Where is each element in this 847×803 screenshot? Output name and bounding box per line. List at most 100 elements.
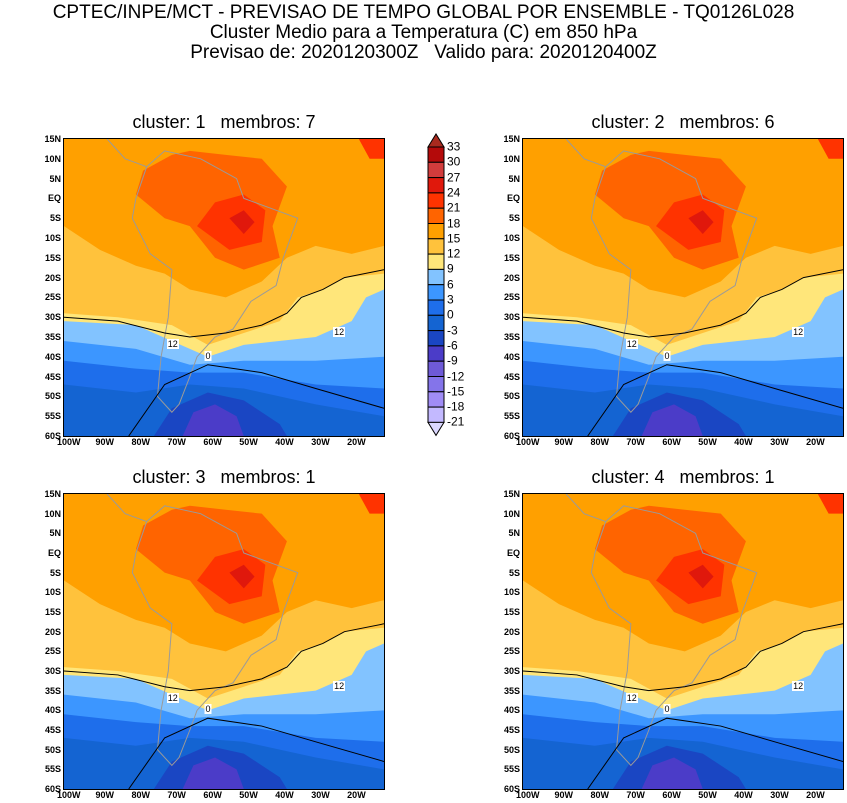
coastline (107, 494, 298, 765)
lon-tick-label: 30W (770, 790, 789, 800)
lon-tick-label: 80W (131, 437, 150, 447)
lon-tick-label: 30W (311, 790, 330, 800)
lat-tick-label: 10S (44, 233, 61, 243)
lat-tick-label: 15S (44, 607, 61, 617)
colorbar-label: 12 (447, 246, 461, 261)
lon-tick-label: 90W (554, 790, 574, 800)
lat-tick-label: 5S (49, 213, 61, 224)
lon-tick-label: 70W (167, 437, 186, 447)
lat-tick-label: 50S (44, 391, 61, 402)
temperature-field (64, 139, 384, 436)
lat-tick-label: EQ (506, 548, 520, 558)
lat-tick-label: 35S (44, 332, 61, 342)
contour-label: 12 (625, 338, 638, 349)
lat-tick-label: 40S (44, 351, 61, 362)
colorbar-swatch (427, 238, 445, 255)
colorbar-swatch (427, 268, 445, 286)
band-21-24 (656, 194, 725, 250)
colorbar-label: 18 (447, 216, 461, 230)
contour-12 (64, 270, 384, 337)
lat-tick-label: 60S (44, 784, 61, 794)
lat-tick-label: 45S (503, 725, 520, 735)
contour-0 (129, 718, 384, 789)
lat-tick-label: 15N (44, 134, 61, 144)
lat-tick-label: 5S (508, 213, 520, 224)
lat-tick-label: 10S (44, 587, 61, 598)
colorbar-swatch (427, 360, 445, 377)
lon-tick-label: 70W (626, 790, 645, 800)
title-line-1: CPTEC/INPE/MCT - PREVISAO DE TEMPO GLOBA… (52, 2, 795, 23)
coastline (107, 139, 298, 412)
lat-tick-label: 50S (503, 744, 520, 755)
contour-label: 12 (166, 692, 179, 703)
colorbar-label: -18 (447, 399, 465, 414)
colorbar-swatch (427, 146, 445, 163)
lat-tick-label: 20S (503, 272, 520, 283)
lat-tick-label: 20S (503, 626, 520, 637)
colorbar-swatch (427, 207, 445, 224)
lon-tick-label: 20W (806, 790, 825, 800)
contour-label: 0 (663, 704, 671, 715)
contour-0 (588, 718, 843, 789)
temperature-field (523, 494, 843, 789)
lat-tick-label: 15S (503, 607, 520, 617)
lon-tick-label: 60W (203, 437, 222, 447)
lat-tick-label: 15S (44, 252, 61, 263)
colorbar-swatch (427, 314, 445, 332)
lat-tick-label: 60S (503, 784, 520, 794)
panel-4-title: cluster: 4 membros: 1 (591, 467, 775, 487)
colorbar-swatch (427, 161, 445, 179)
lat-tick-label: 5S (508, 567, 520, 578)
lat-tick-label: 30S (503, 312, 520, 323)
lon-tick-label: 60W (662, 790, 681, 800)
lon-tick-label: 70W (167, 790, 186, 800)
colorbar-swatch (427, 330, 445, 347)
lon-tick-label: 20W (347, 790, 366, 800)
contour-label: 12 (333, 680, 346, 691)
band-24-27 (688, 564, 714, 589)
colorbar-label: 27 (447, 170, 461, 185)
title-line-2: Cluster Medio para a Temperatura (C) em … (209, 22, 638, 43)
lat-tick-label: 50S (44, 744, 61, 755)
colorbar: 33 30 27 24 21 18 15 12 9 6 3 0 -3 -6 -9… (426, 133, 486, 443)
lon-tick-label: 90W (554, 437, 574, 447)
lon-tick-label: 50W (239, 437, 258, 447)
colorbar-label: -12 (447, 369, 465, 383)
contour-label: 0 (204, 350, 212, 361)
lon-tick-label: 90W (95, 437, 115, 447)
spot-ne (358, 139, 384, 159)
lon-tick-label: 80W (590, 790, 609, 800)
colorbar-label: 15 (447, 231, 461, 246)
lat-tick-label: 25S (44, 646, 61, 657)
colorbar-min-arrow (427, 421, 445, 437)
lon-tick-label: 40W (275, 437, 294, 447)
lat-tick-label: 25S (503, 646, 520, 657)
lat-tick-label: 10N (503, 153, 520, 164)
panel-4-map: 12 12 0 15N 10N 5N EQ 5S 10S 15S 20S 25S 30S 35S 40S 45… (503, 489, 844, 800)
contour-label: 12 (625, 692, 638, 703)
lat-tick-label: 25S (503, 292, 520, 303)
lon-tick-label: 40W (275, 790, 294, 800)
lon-tick-label: 20W (806, 437, 825, 447)
lon-tick-label: 40W (734, 790, 753, 800)
lon-tick-label: 90W (95, 790, 115, 800)
lat-tick-label: EQ (506, 193, 520, 204)
colorbar-label: 0 (447, 307, 454, 322)
lat-tick-label: 55S (44, 411, 61, 422)
colorbar-swatch (427, 177, 445, 194)
colorbar-label: -3 (447, 323, 458, 338)
colorbar-label: -21 (447, 414, 465, 429)
colorbar-swatch (427, 345, 445, 362)
lon-tick-label: 20W (347, 437, 366, 447)
colorbar-swatch (427, 299, 445, 316)
colorbar-label: 6 (447, 277, 454, 292)
lat-tick-label: 15N (503, 134, 520, 144)
lat-tick-label: 30S (44, 312, 61, 323)
lat-tick-label: 35S (503, 332, 520, 342)
panel-1-map: 12 12 0 15N 10N 5N EQ 5S 10S 15S 20S 25S 30S 35S 40S 45… (44, 134, 385, 447)
colorbar-swatch (427, 223, 445, 240)
lat-tick-label: 30S (44, 666, 61, 676)
spot-ne (817, 139, 843, 159)
lat-tick-label: 10N (44, 508, 61, 519)
contour-label: 12 (333, 327, 346, 338)
